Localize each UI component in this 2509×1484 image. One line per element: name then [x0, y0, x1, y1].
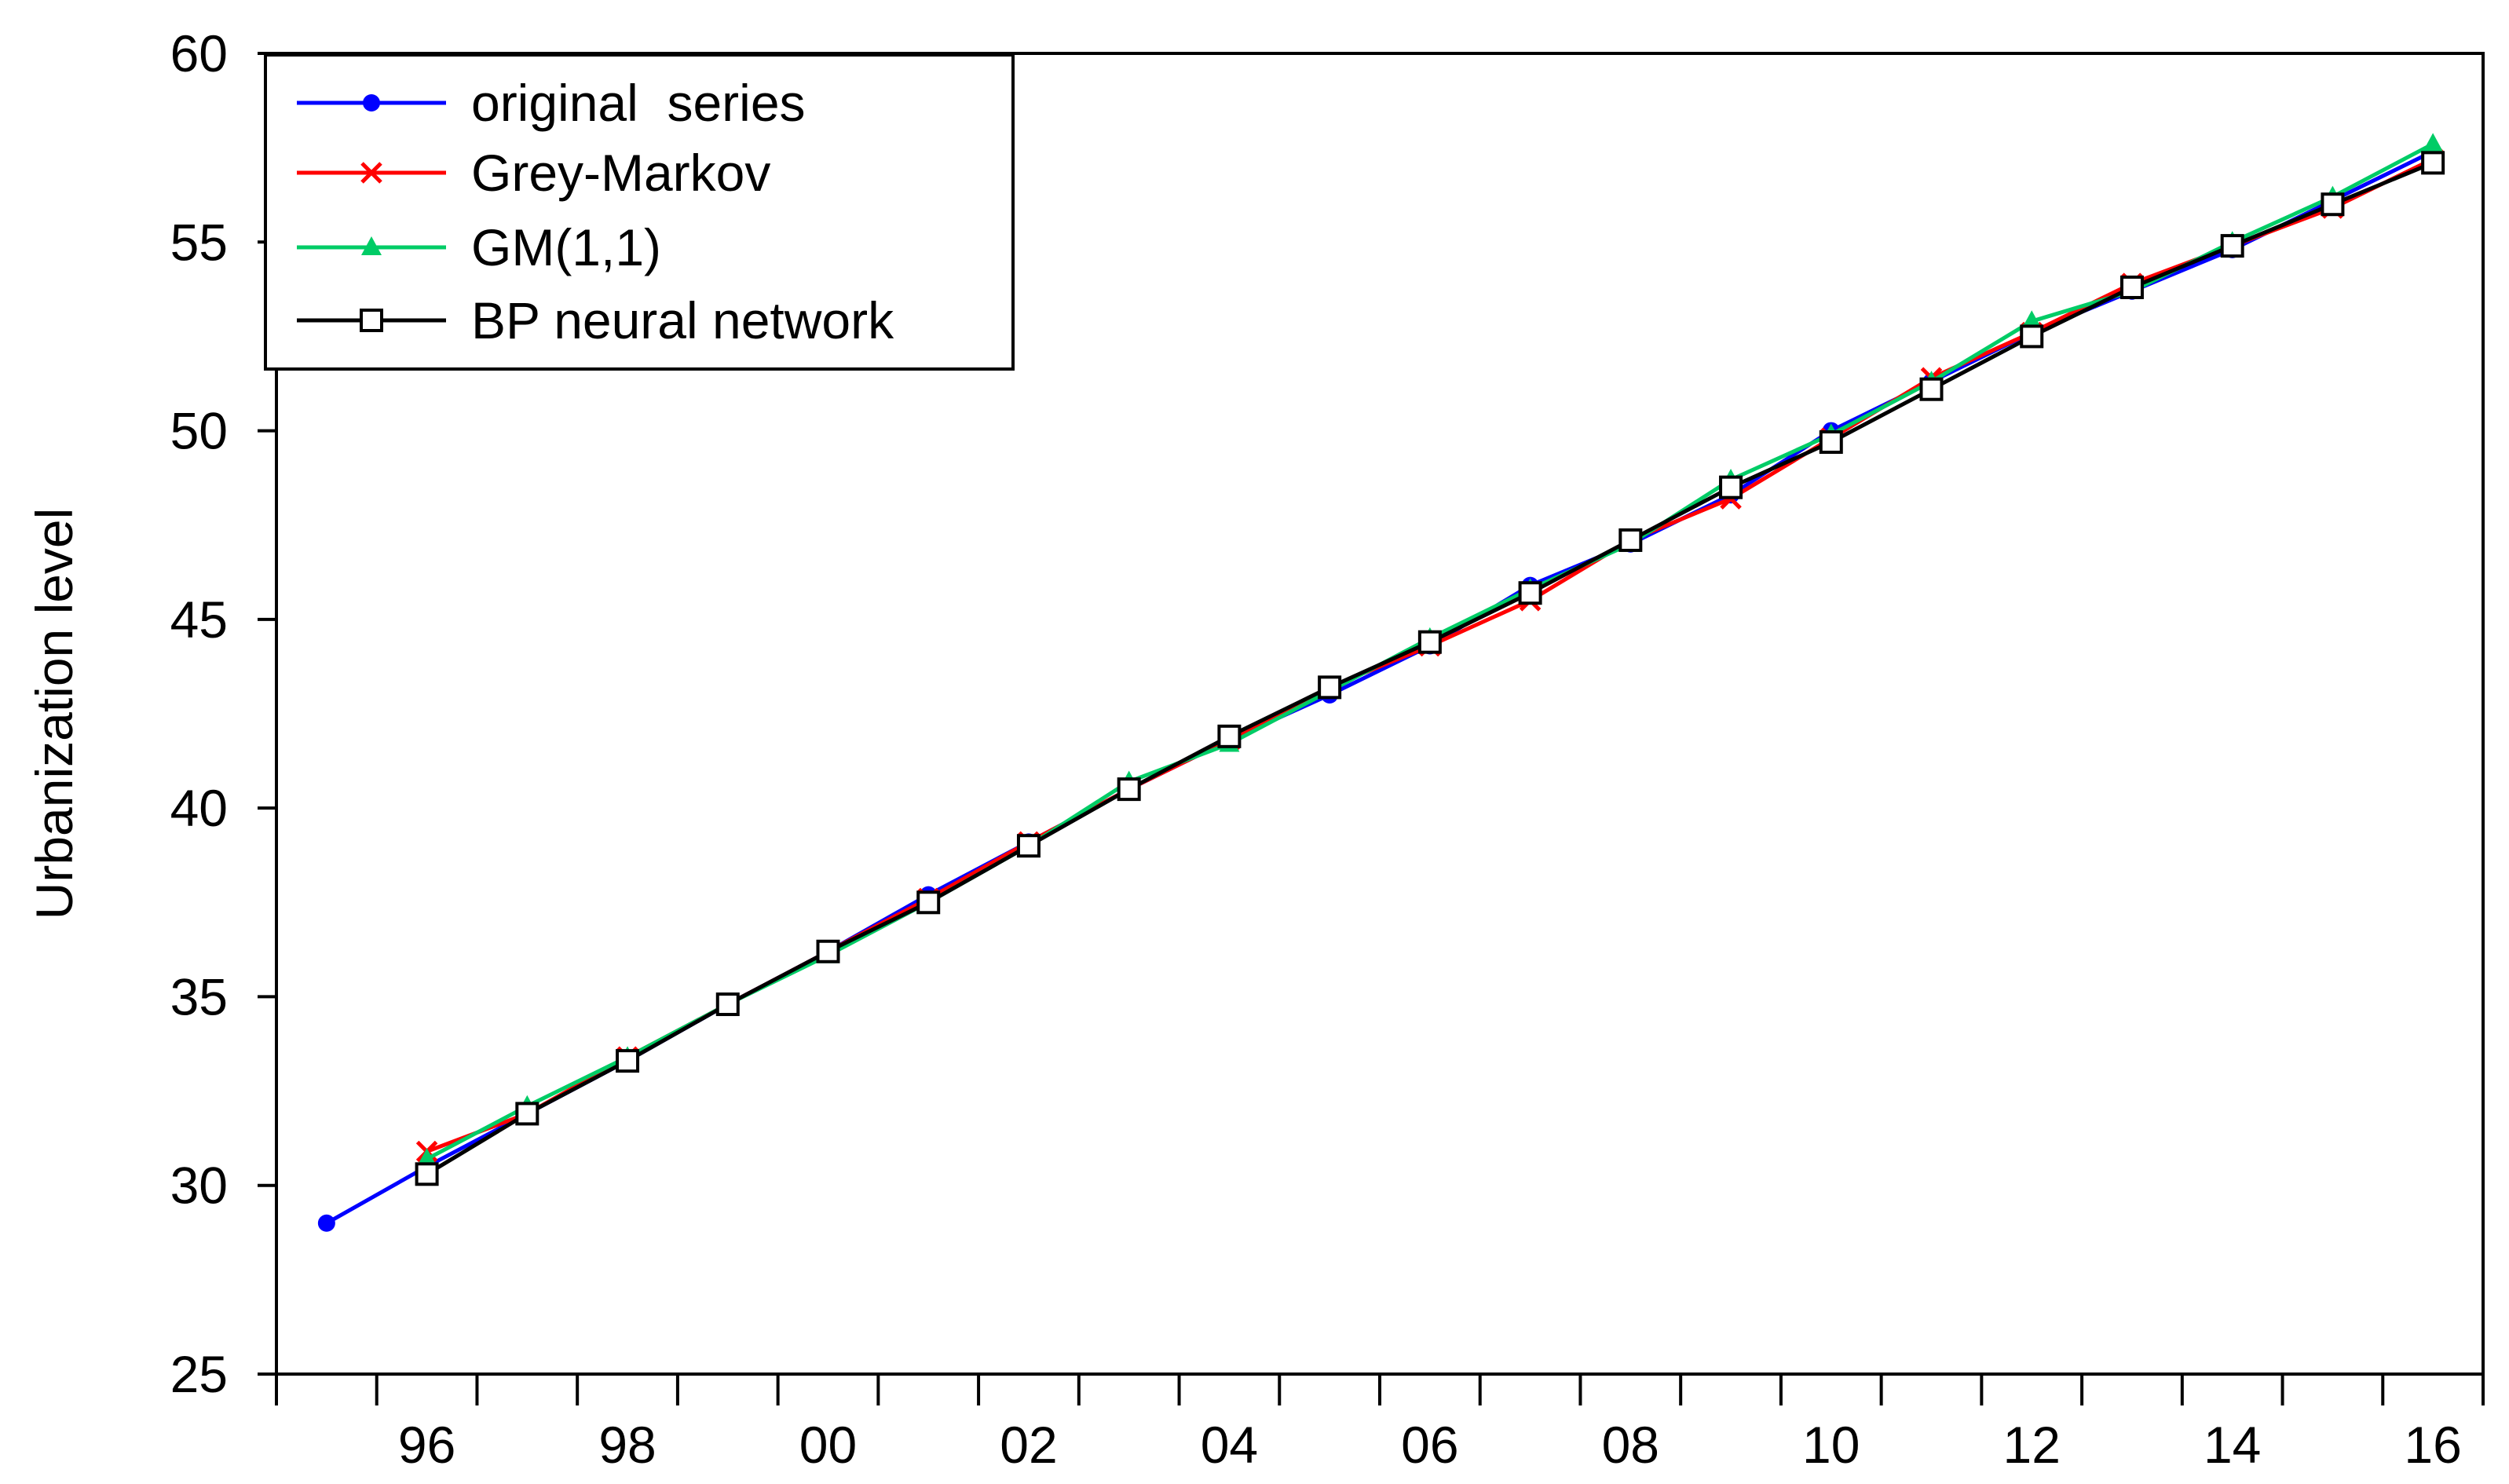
- x-tick-label: 10: [1802, 1416, 1860, 1474]
- y-tick-label: 50: [170, 402, 228, 460]
- data-point-gm11: [2021, 310, 2043, 330]
- y-tick-label: 45: [170, 590, 228, 649]
- data-point-bp-neural-network: [1819, 429, 1843, 454]
- data-point-bp-neural-network: [1016, 834, 1041, 858]
- x-tick-label: 14: [2204, 1416, 2261, 1474]
- legend-label-grey-markov: Grey-Markov: [471, 144, 770, 202]
- data-point-bp-neural-network: [1518, 581, 1542, 605]
- data-point-bp-neural-network: [1919, 377, 1944, 401]
- data-point-bp-neural-network: [2020, 324, 2044, 349]
- x-tick-label: 16: [2404, 1416, 2461, 1474]
- legend-marker-grey-markov: [360, 162, 382, 184]
- y-tick-label: 35: [170, 967, 228, 1025]
- y-tick-label: 30: [170, 1157, 228, 1215]
- data-point-gm11: [2423, 133, 2444, 152]
- data-point-bp-neural-network: [415, 1162, 439, 1186]
- x-tick-label: 98: [598, 1416, 656, 1474]
- data-point-bp-neural-network: [1217, 724, 1242, 748]
- data-point-bp-neural-network: [616, 1049, 640, 1073]
- y-tick-label: 60: [170, 24, 228, 82]
- x-tick-label: 02: [1000, 1416, 1057, 1474]
- legend-marker-original-series: [363, 94, 380, 111]
- x-tick-label: 04: [1201, 1416, 1258, 1474]
- data-point-bp-neural-network: [1417, 630, 1442, 654]
- data-point-bp-neural-network: [515, 1102, 539, 1126]
- data-point-bp-neural-network: [2119, 275, 2144, 299]
- data-point-bp-neural-network: [916, 890, 941, 915]
- data-point-bp-neural-network: [1719, 475, 1743, 499]
- x-axis: 96 98 00 02 04 06 08 10 12 14 16: [275, 1374, 2485, 1474]
- y-tick-label: 40: [170, 779, 228, 837]
- legend-marker-gm11: [361, 236, 382, 255]
- y-tick-label: 25: [170, 1345, 228, 1403]
- series-layer: [317, 133, 2445, 1232]
- series-bp-neural-network: [415, 151, 2445, 1186]
- legend-marker-bp-neural-network: [360, 309, 383, 332]
- y-axis: 25 30 35 40 45 50 55 60: [170, 24, 276, 1403]
- data-point-bp-neural-network: [1117, 777, 1141, 802]
- data-point-bp-neural-network: [1618, 528, 1643, 552]
- x-tick-label: 06: [1401, 1416, 1458, 1474]
- x-tick-label: 96: [398, 1416, 455, 1474]
- x-tick-label: 00: [799, 1416, 857, 1474]
- data-point-gm11: [416, 1148, 437, 1168]
- data-point-bp-neural-network: [2321, 192, 2345, 217]
- legend-box: [264, 53, 1015, 371]
- data-point-bp-neural-network: [1318, 675, 1342, 700]
- legend: original series Grey-Markov GM(1,1) BP neur…: [264, 53, 1015, 371]
- x-tick-label: 08: [1602, 1416, 1659, 1474]
- y-axis-label: Urbanization level: [25, 508, 83, 920]
- data-point-bp-neural-network: [2421, 151, 2445, 175]
- legend-label-gm11: GM(1,1): [471, 218, 661, 276]
- data-point-bp-neural-network: [2220, 234, 2244, 258]
- data-point-original-series: [317, 1214, 335, 1232]
- data-point-bp-neural-network: [816, 939, 840, 963]
- legend-label-bp-neural-network: BP neural network: [471, 291, 894, 349]
- data-point-bp-neural-network: [715, 992, 740, 1017]
- legend-label-original-series: original series: [471, 74, 806, 132]
- x-tick-label: 12: [2003, 1416, 2061, 1474]
- y-tick-label: 55: [170, 213, 228, 271]
